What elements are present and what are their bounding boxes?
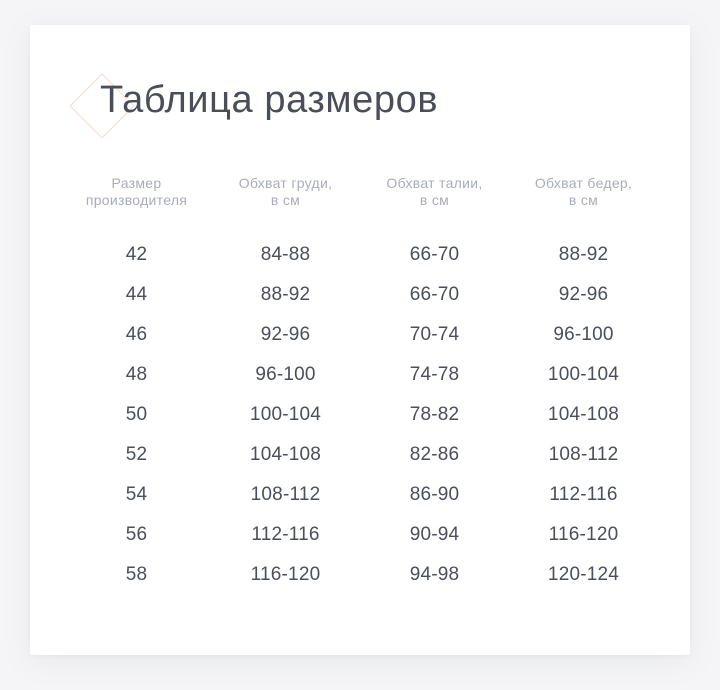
header-line: Размер bbox=[111, 175, 162, 191]
column-header-chest: Обхват груди, в см bbox=[211, 175, 360, 209]
header-line: Обхват талии, bbox=[386, 175, 483, 191]
table-row: 50 100-104 78-82 104-108 bbox=[62, 395, 658, 435]
table-cell: 44 bbox=[125, 284, 148, 305]
table-cell: 92-96 bbox=[558, 284, 609, 305]
table-cell: 46 bbox=[125, 324, 148, 345]
column-header-waist: Обхват талии, в см bbox=[360, 175, 509, 209]
table-cell: 108-112 bbox=[548, 444, 619, 465]
table-cell: 66-70 bbox=[409, 284, 460, 305]
table-cell: 66-70 bbox=[409, 244, 460, 265]
table-row: 52 104-108 82-86 108-112 bbox=[62, 435, 658, 475]
table-row: 42 84-88 66-70 88-92 bbox=[62, 235, 658, 275]
table-cell: 48 bbox=[125, 364, 148, 385]
table-cell: 50 bbox=[125, 404, 148, 425]
table-cell: 82-86 bbox=[409, 444, 460, 465]
table-row: 48 96-100 74-78 100-104 bbox=[62, 355, 658, 395]
table-cell: 88-92 bbox=[260, 284, 311, 305]
table-cell: 78-82 bbox=[409, 404, 460, 425]
table-cell: 58 bbox=[125, 564, 148, 585]
size-table-card: Таблица размеров Размер производителя Об… bbox=[30, 25, 690, 655]
table-cell: 116-120 bbox=[548, 524, 619, 545]
header-line: производителя bbox=[85, 192, 188, 208]
header-line: в см bbox=[419, 192, 450, 208]
table-cell: 104-108 bbox=[249, 444, 322, 465]
table-cell: 96-100 bbox=[255, 364, 316, 385]
table-cell: 88-92 bbox=[558, 244, 609, 265]
header-line: в см bbox=[568, 192, 599, 208]
table-cell: 108-112 bbox=[250, 484, 321, 505]
table-cell: 100-104 bbox=[249, 404, 322, 425]
table-cell: 100-104 bbox=[547, 364, 620, 385]
table-cell: 70-74 bbox=[409, 324, 460, 345]
table-cell: 42 bbox=[125, 244, 148, 265]
size-table: Размер производителя Обхват груди, в см … bbox=[30, 175, 690, 595]
table-cell: 116-120 bbox=[250, 564, 321, 585]
table-cell: 90-94 bbox=[409, 524, 460, 545]
table-row: 56 112-116 90-94 116-120 bbox=[62, 515, 658, 555]
table-cell: 86-90 bbox=[409, 484, 460, 505]
header-line: Обхват груди, bbox=[238, 175, 333, 191]
table-cell: 92-96 bbox=[260, 324, 311, 345]
column-header-manufacturer-size: Размер производителя bbox=[62, 175, 211, 209]
table-row: 58 116-120 94-98 120-124 bbox=[62, 555, 658, 595]
header-line: Обхват бедер, bbox=[534, 175, 633, 191]
column-header-hips: Обхват бедер, в см bbox=[509, 175, 658, 209]
table-cell: 112-116 bbox=[549, 484, 618, 505]
table-body: 42 84-88 66-70 88-92 44 88-92 66-70 92-9… bbox=[62, 235, 658, 595]
table-cell: 112-116 bbox=[251, 524, 320, 545]
header-line: в см bbox=[270, 192, 301, 208]
table-cell: 94-98 bbox=[409, 564, 460, 585]
table-cell: 104-108 bbox=[547, 404, 620, 425]
table-cell: 74-78 bbox=[409, 364, 460, 385]
title-section: Таблица размеров bbox=[30, 25, 690, 175]
page-title: Таблица размеров bbox=[100, 79, 439, 121]
table-cell: 54 bbox=[125, 484, 148, 505]
table-cell: 120-124 bbox=[547, 564, 620, 585]
table-cell: 52 bbox=[125, 444, 148, 465]
table-row: 44 88-92 66-70 92-96 bbox=[62, 275, 658, 315]
table-cell: 96-100 bbox=[553, 324, 614, 345]
table-header-row: Размер производителя Обхват груди, в см … bbox=[62, 175, 658, 209]
table-cell: 84-88 bbox=[260, 244, 311, 265]
table-cell: 56 bbox=[125, 524, 148, 545]
table-row: 54 108-112 86-90 112-116 bbox=[62, 475, 658, 515]
table-row: 46 92-96 70-74 96-100 bbox=[62, 315, 658, 355]
